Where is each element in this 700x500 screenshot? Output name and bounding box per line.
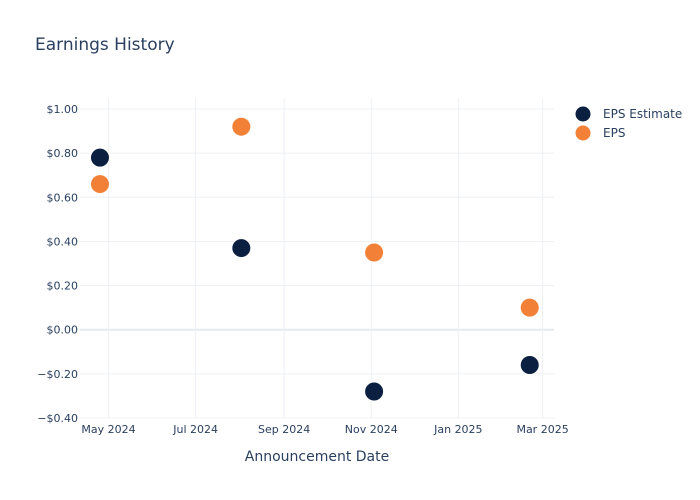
legend: EPS Estimate EPS (575, 106, 682, 141)
eps-point[interactable] (231, 116, 252, 137)
x-tick-label: May 2024 (81, 423, 135, 436)
x-axis-title: Announcement Date (245, 449, 389, 465)
x-tick-label: Sep 2024 (258, 423, 310, 436)
y-tick-label: $0.80 (47, 147, 79, 160)
x-tick-label: Jan 2025 (433, 423, 482, 436)
y-tick-label: $0.20 (47, 280, 79, 293)
x-axis-ticks: May 2024 Jul 2024 Sep 2024 Nov 2024 Jan 2025… (81, 423, 568, 436)
chart-title: Earnings History (35, 35, 175, 55)
x-tick-label: Jul 2024 (172, 423, 218, 436)
eps-legend-marker (575, 125, 591, 141)
eps-point[interactable] (364, 242, 385, 263)
y-axis-ticks: $1.00 $0.80 $0.60 $0.40 $0.20 $0.00 −$0.20 −$0.… (37, 103, 78, 425)
x-tick-label: Mar 2025 (516, 423, 568, 436)
y-tick-label: −$0.40 (37, 412, 78, 425)
eps-point[interactable] (89, 174, 110, 195)
eps-legend-label: EPS (603, 126, 625, 140)
y-tick-label: $0.40 (47, 235, 79, 248)
eps-point[interactable] (519, 297, 540, 318)
eps-estimate-point[interactable] (519, 355, 540, 376)
eps-estimate-legend-marker (575, 106, 591, 122)
y-tick-label: $1.00 (47, 103, 79, 116)
x-tick-label: Nov 2024 (345, 423, 398, 436)
data-points (89, 116, 540, 402)
y-tick-label: −$0.20 (37, 368, 78, 381)
eps-estimate-point[interactable] (89, 147, 110, 168)
gridlines (80, 98, 554, 419)
eps-estimate-point[interactable] (231, 238, 252, 259)
eps-estimate-legend-label: EPS Estimate (603, 107, 682, 121)
y-tick-label: $0.00 (47, 324, 79, 337)
eps-estimate-point[interactable] (364, 381, 385, 402)
y-tick-label: $0.60 (47, 191, 79, 204)
